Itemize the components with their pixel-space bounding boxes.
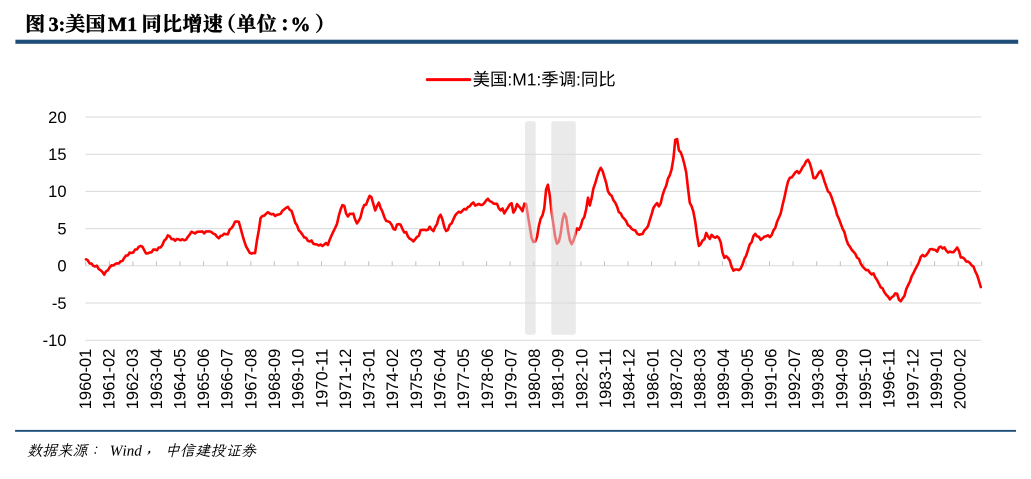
svg-text:15: 15 [48, 146, 66, 164]
svg-text:1974-02: 1974-02 [384, 349, 402, 410]
svg-text:1965-06: 1965-06 [195, 349, 213, 410]
svg-text:1967-08: 1967-08 [242, 349, 260, 410]
svg-text:1968-09: 1968-09 [266, 349, 284, 410]
svg-text:1992-07: 1992-07 [786, 349, 804, 410]
svg-text:1962-03: 1962-03 [124, 349, 142, 410]
svg-text:1987-02: 1987-02 [668, 349, 686, 410]
svg-text:1960-01: 1960-01 [77, 349, 95, 410]
svg-text:1977-05: 1977-05 [455, 349, 473, 410]
svg-text:1969-10: 1969-10 [290, 349, 308, 410]
svg-text:1996-11: 1996-11 [881, 349, 899, 408]
svg-text:1989-04: 1989-04 [715, 349, 733, 410]
svg-text:1975-03: 1975-03 [408, 349, 426, 410]
svg-text:1995-10: 1995-10 [857, 349, 875, 410]
svg-text:1966-07: 1966-07 [219, 349, 237, 410]
svg-text:1983-11: 1983-11 [597, 349, 615, 408]
svg-text:2000-02: 2000-02 [952, 349, 970, 410]
svg-text:1978-06: 1978-06 [479, 349, 497, 410]
svg-text:1981-09: 1981-09 [550, 349, 568, 410]
svg-text:1973-01: 1973-01 [361, 349, 379, 410]
svg-text:1986-01: 1986-01 [644, 349, 662, 410]
svg-text:1980-08: 1980-08 [526, 349, 544, 410]
svg-text:10: 10 [48, 183, 66, 201]
svg-text:5: 5 [57, 220, 66, 238]
svg-text:1991-06: 1991-06 [763, 349, 781, 410]
svg-text:1997-12: 1997-12 [904, 349, 922, 410]
svg-text:1999-01: 1999-01 [928, 349, 946, 410]
svg-text:1984-12: 1984-12 [621, 349, 639, 410]
svg-text:1963-04: 1963-04 [148, 349, 166, 410]
svg-text:20: 20 [48, 109, 66, 127]
svg-text:1988-03: 1988-03 [692, 349, 710, 410]
svg-text:1961-02: 1961-02 [101, 349, 119, 410]
svg-text:1994-09: 1994-09 [833, 349, 851, 410]
svg-text:1993-08: 1993-08 [810, 349, 828, 410]
svg-text:1982-10: 1982-10 [573, 349, 591, 410]
svg-text:0: 0 [57, 258, 66, 276]
svg-text:-5: -5 [52, 295, 67, 313]
svg-text:1976-04: 1976-04 [432, 349, 450, 410]
svg-text:1964-05: 1964-05 [172, 349, 190, 410]
svg-text:-10: -10 [43, 332, 67, 350]
svg-text:1971-12: 1971-12 [337, 349, 355, 410]
svg-text:1970-11: 1970-11 [313, 349, 331, 408]
svg-text:1979-07: 1979-07 [502, 349, 520, 410]
svg-text:1990-05: 1990-05 [739, 349, 757, 410]
